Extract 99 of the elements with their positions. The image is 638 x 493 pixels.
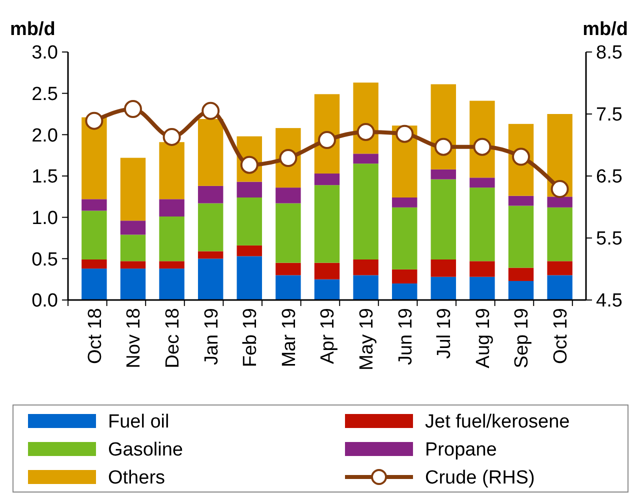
- point: [550, 180, 569, 198]
- bar: [82, 117, 107, 200]
- bar: [314, 262, 340, 280]
- legend-label: Others: [108, 468, 166, 489]
- bar: [159, 261, 184, 269]
- point: [396, 124, 414, 143]
- bar: [547, 196, 572, 208]
- bar: [159, 142, 184, 200]
- y-tick-label: 2.5: [32, 84, 58, 105]
- bar: [120, 158, 146, 221]
- bar: [198, 203, 224, 252]
- bar: [276, 275, 301, 300]
- bar: [470, 178, 495, 188]
- bar: [353, 154, 378, 164]
- bar: [392, 197, 418, 208]
- y-tick-label: 0.5: [32, 249, 58, 270]
- bar: [198, 118, 224, 186]
- x-tick-label: Jul 19: [434, 308, 456, 359]
- x-tick-label: May 19: [356, 308, 378, 370]
- point: [356, 122, 375, 141]
- bar: [470, 261, 495, 277]
- bar: [430, 259, 456, 277]
- bar: [547, 275, 572, 300]
- bar: [508, 268, 534, 281]
- bar: [430, 179, 456, 260]
- point: [162, 128, 181, 146]
- bar: [392, 283, 418, 300]
- bar: [353, 275, 378, 300]
- point: [318, 131, 336, 150]
- bar: [547, 261, 572, 276]
- x-tick-label: Sep 19: [512, 308, 533, 368]
- point: [202, 102, 220, 120]
- y-tick-label: 1.0: [32, 208, 58, 229]
- point: [124, 100, 142, 118]
- bar: [314, 185, 340, 263]
- point: [85, 112, 104, 130]
- x-tick-label: Mar 19: [278, 308, 300, 368]
- bar: [120, 268, 146, 300]
- bar: [198, 258, 224, 300]
- bar: [430, 169, 456, 180]
- x-tick-label: Feb 19: [240, 308, 262, 368]
- legend-label: Gasoline: [108, 440, 183, 461]
- point: [434, 138, 452, 156]
- bar: [236, 182, 262, 198]
- x-tick-label: Nov 18: [124, 308, 145, 368]
- bar: [430, 276, 456, 300]
- y2-tick-label: 7.5: [596, 104, 622, 126]
- legend-label: Crude (RHS): [425, 468, 535, 489]
- y-tick-label: 3.0: [32, 42, 58, 64]
- x-tick-label: Jun 19: [395, 308, 416, 366]
- bar: [82, 259, 107, 269]
- y2-tick-label: 6.5: [596, 166, 622, 188]
- bar: [159, 199, 184, 217]
- legend-label: Propane: [425, 440, 497, 461]
- bar: [120, 261, 146, 269]
- x-tick-label: Apr 19: [318, 308, 339, 364]
- x-tick-label: Dec 18: [162, 308, 184, 368]
- bar: [392, 207, 418, 270]
- x-tick-label: Oct 18: [84, 308, 106, 364]
- y-tick-label: 0.0: [32, 290, 58, 312]
- bar: [276, 188, 301, 204]
- x-tick-label: Jan 19: [201, 308, 222, 366]
- bar: [198, 251, 224, 259]
- bar: [508, 280, 534, 300]
- bar: [159, 268, 184, 300]
- bar: [120, 220, 146, 235]
- legend-label: Fuel oil: [108, 412, 170, 433]
- bar: [82, 199, 107, 211]
- bar: [159, 216, 184, 262]
- bar: [276, 262, 301, 276]
- bar: [353, 164, 378, 260]
- bar: [508, 206, 534, 268]
- y2-axis-title: mb/d: [582, 19, 628, 40]
- x-tick-label: Aug 19: [472, 308, 494, 368]
- bar: [82, 268, 107, 300]
- x-tick-label: Oct 19: [550, 308, 572, 364]
- bar: [392, 269, 418, 284]
- y-axis-title: mb/d: [10, 19, 56, 40]
- y2-tick-label: 4.5: [596, 290, 622, 312]
- y2-tick-label: 5.5: [596, 228, 622, 250]
- bar: [82, 210, 107, 260]
- bar: [120, 234, 146, 262]
- bar: [508, 196, 534, 206]
- bar: [470, 276, 495, 300]
- bar: [236, 197, 262, 246]
- bar: [547, 207, 572, 262]
- bar: [314, 279, 340, 300]
- y-tick-label: 2.0: [32, 125, 58, 146]
- bar: [198, 186, 224, 204]
- point: [473, 138, 492, 156]
- bar: [276, 203, 301, 263]
- legend-label: Jet fuel/kerosene: [425, 412, 570, 433]
- bar: [236, 245, 262, 256]
- bar: [314, 174, 340, 186]
- y2-tick-label: 8.5: [596, 42, 622, 64]
- bar: [353, 259, 378, 276]
- bar: [470, 188, 495, 262]
- y-tick-label: 1.5: [32, 166, 58, 188]
- bar: [236, 256, 262, 300]
